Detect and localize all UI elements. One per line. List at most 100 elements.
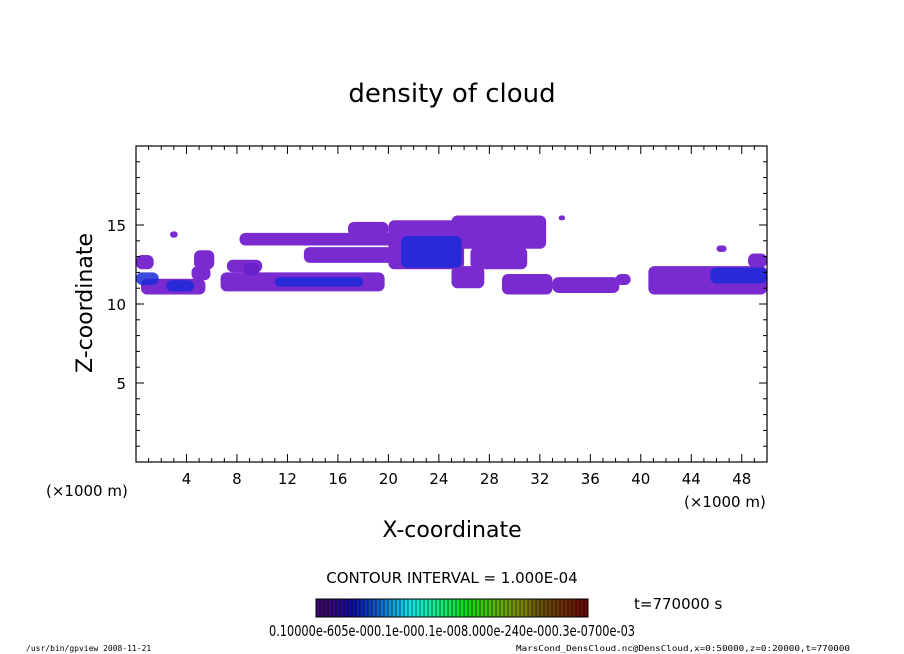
colorbar-swatch bbox=[392, 599, 396, 617]
colorbar-swatch bbox=[504, 599, 508, 617]
colorbar-swatch bbox=[356, 599, 360, 617]
colorbar-frame bbox=[315, 598, 589, 618]
colorbar-swatch bbox=[352, 599, 356, 617]
x-tick-label: 8 bbox=[232, 470, 242, 488]
colorbar-swatch bbox=[360, 599, 364, 617]
chart-title: density of cloud bbox=[348, 79, 555, 109]
colorbar-swatch bbox=[380, 599, 384, 617]
cloud-region-low bbox=[303, 247, 395, 263]
cloud-region-low bbox=[615, 273, 631, 286]
x-tick-label: 16 bbox=[328, 470, 347, 488]
cloud-region-low bbox=[470, 247, 528, 270]
colorbar-swatch bbox=[452, 599, 456, 617]
colorbar-swatch bbox=[580, 599, 584, 617]
cloud-region-low bbox=[170, 231, 178, 238]
colorbar-swatch bbox=[436, 599, 440, 617]
colorbar-swatch bbox=[500, 599, 504, 617]
colorbar-swatch bbox=[516, 599, 520, 617]
x-tick-label: 12 bbox=[278, 470, 297, 488]
cloud-region-low bbox=[552, 277, 620, 293]
colorbar-swatch bbox=[544, 599, 548, 617]
colorbar-swatch bbox=[456, 599, 460, 617]
colorbar-swatch bbox=[332, 599, 336, 617]
colorbar-labels: 0.10000e-605e-000.1e-000.1e-008.000e-240… bbox=[269, 622, 635, 640]
colorbar-swatch bbox=[344, 599, 348, 617]
y-tick-label: 5 bbox=[116, 375, 126, 393]
y-tick-label: 10 bbox=[107, 296, 126, 314]
colorbar-swatch bbox=[376, 599, 380, 617]
cloud-region-high bbox=[136, 272, 159, 286]
colorbar-swatch bbox=[320, 599, 324, 617]
cloud-region-low bbox=[558, 215, 566, 221]
colorbar-swatch bbox=[364, 599, 368, 617]
colorbar-swatch bbox=[428, 599, 432, 617]
y-axis: 5 10 15 bbox=[107, 161, 767, 447]
footer-left: /usr/bin/gpview 2008-11-21 bbox=[26, 644, 151, 653]
x-tick-label: 20 bbox=[379, 470, 398, 488]
x-unit-label-right: (×1000 m) bbox=[684, 493, 766, 511]
cloud-region-low bbox=[194, 250, 215, 270]
colorbar-swatch bbox=[584, 599, 588, 617]
time-label: t=770000 s bbox=[634, 595, 722, 613]
colorbar-swatch bbox=[492, 599, 496, 617]
colorbar-swatch bbox=[324, 599, 328, 617]
colorbar-swatch bbox=[528, 599, 532, 617]
colorbar-swatch bbox=[568, 599, 572, 617]
cloud-region-low bbox=[501, 273, 553, 295]
colorbar-swatch bbox=[480, 599, 484, 617]
colorbar-swatch bbox=[460, 599, 464, 617]
colorbar-swatch bbox=[384, 599, 388, 617]
colorbar-swatch bbox=[520, 599, 524, 617]
colorbar-swatch bbox=[464, 599, 468, 617]
colorbar-swatch bbox=[552, 599, 556, 617]
colorbar-swatch bbox=[420, 599, 424, 617]
colorbar-swatch bbox=[476, 599, 480, 617]
colorbar-swatch bbox=[400, 599, 404, 617]
colorbar-swatch bbox=[532, 599, 536, 617]
colorbar-swatch bbox=[548, 599, 552, 617]
cloud-density-field bbox=[136, 215, 767, 295]
x-tick-label: 28 bbox=[480, 470, 499, 488]
colorbar-swatch bbox=[412, 599, 416, 617]
cloud-region-mid bbox=[243, 262, 260, 276]
colorbar-swatch bbox=[340, 599, 344, 617]
colorbar-swatch bbox=[424, 599, 428, 617]
colorbar-swatch bbox=[468, 599, 472, 617]
colorbar-swatch bbox=[572, 599, 576, 617]
cloud-region-low bbox=[716, 245, 727, 252]
colorbar-swatch bbox=[416, 599, 420, 617]
colorbar-swatch bbox=[448, 599, 452, 617]
cloud-region-low bbox=[451, 215, 547, 249]
colorbar-swatch bbox=[404, 599, 408, 617]
x-tick-label: 40 bbox=[631, 470, 650, 488]
colorbar-swatch bbox=[524, 599, 528, 617]
colorbar-swatch bbox=[488, 599, 492, 617]
footer-right: MarsCond_DensCloud.nc@DensCloud,x=0:5000… bbox=[516, 644, 850, 653]
x-tick-label: 44 bbox=[682, 470, 701, 488]
x-tick-label: 32 bbox=[530, 470, 549, 488]
colorbar-swatch bbox=[560, 599, 564, 617]
colorbar-swatch bbox=[316, 599, 320, 617]
cloud-region-low bbox=[136, 255, 154, 270]
colorbar-swatch bbox=[556, 599, 560, 617]
colorbar-swatch bbox=[408, 599, 412, 617]
x-axis-label: X-coordinate bbox=[382, 518, 521, 543]
x-tick-label: 36 bbox=[581, 470, 600, 488]
colorbar-swatch bbox=[444, 599, 448, 617]
cloud-region-low bbox=[748, 253, 767, 268]
cloud-region-high bbox=[401, 236, 462, 268]
cloud-region-low bbox=[191, 266, 211, 281]
colorbar-swatch bbox=[336, 599, 340, 617]
y-tick-label: 15 bbox=[107, 217, 126, 235]
cloud-region-high bbox=[710, 267, 767, 284]
colorbar-swatch bbox=[472, 599, 476, 617]
colorbar-swatch bbox=[440, 599, 444, 617]
colorbar-swatch bbox=[576, 599, 580, 617]
y-axis-label: Z-coordinate bbox=[73, 233, 98, 373]
cloud-region-high bbox=[166, 280, 195, 292]
colorbar bbox=[315, 599, 588, 617]
colorbar-swatch bbox=[496, 599, 500, 617]
colorbar-swatch bbox=[328, 599, 332, 617]
colorbar-swatch bbox=[536, 599, 540, 617]
